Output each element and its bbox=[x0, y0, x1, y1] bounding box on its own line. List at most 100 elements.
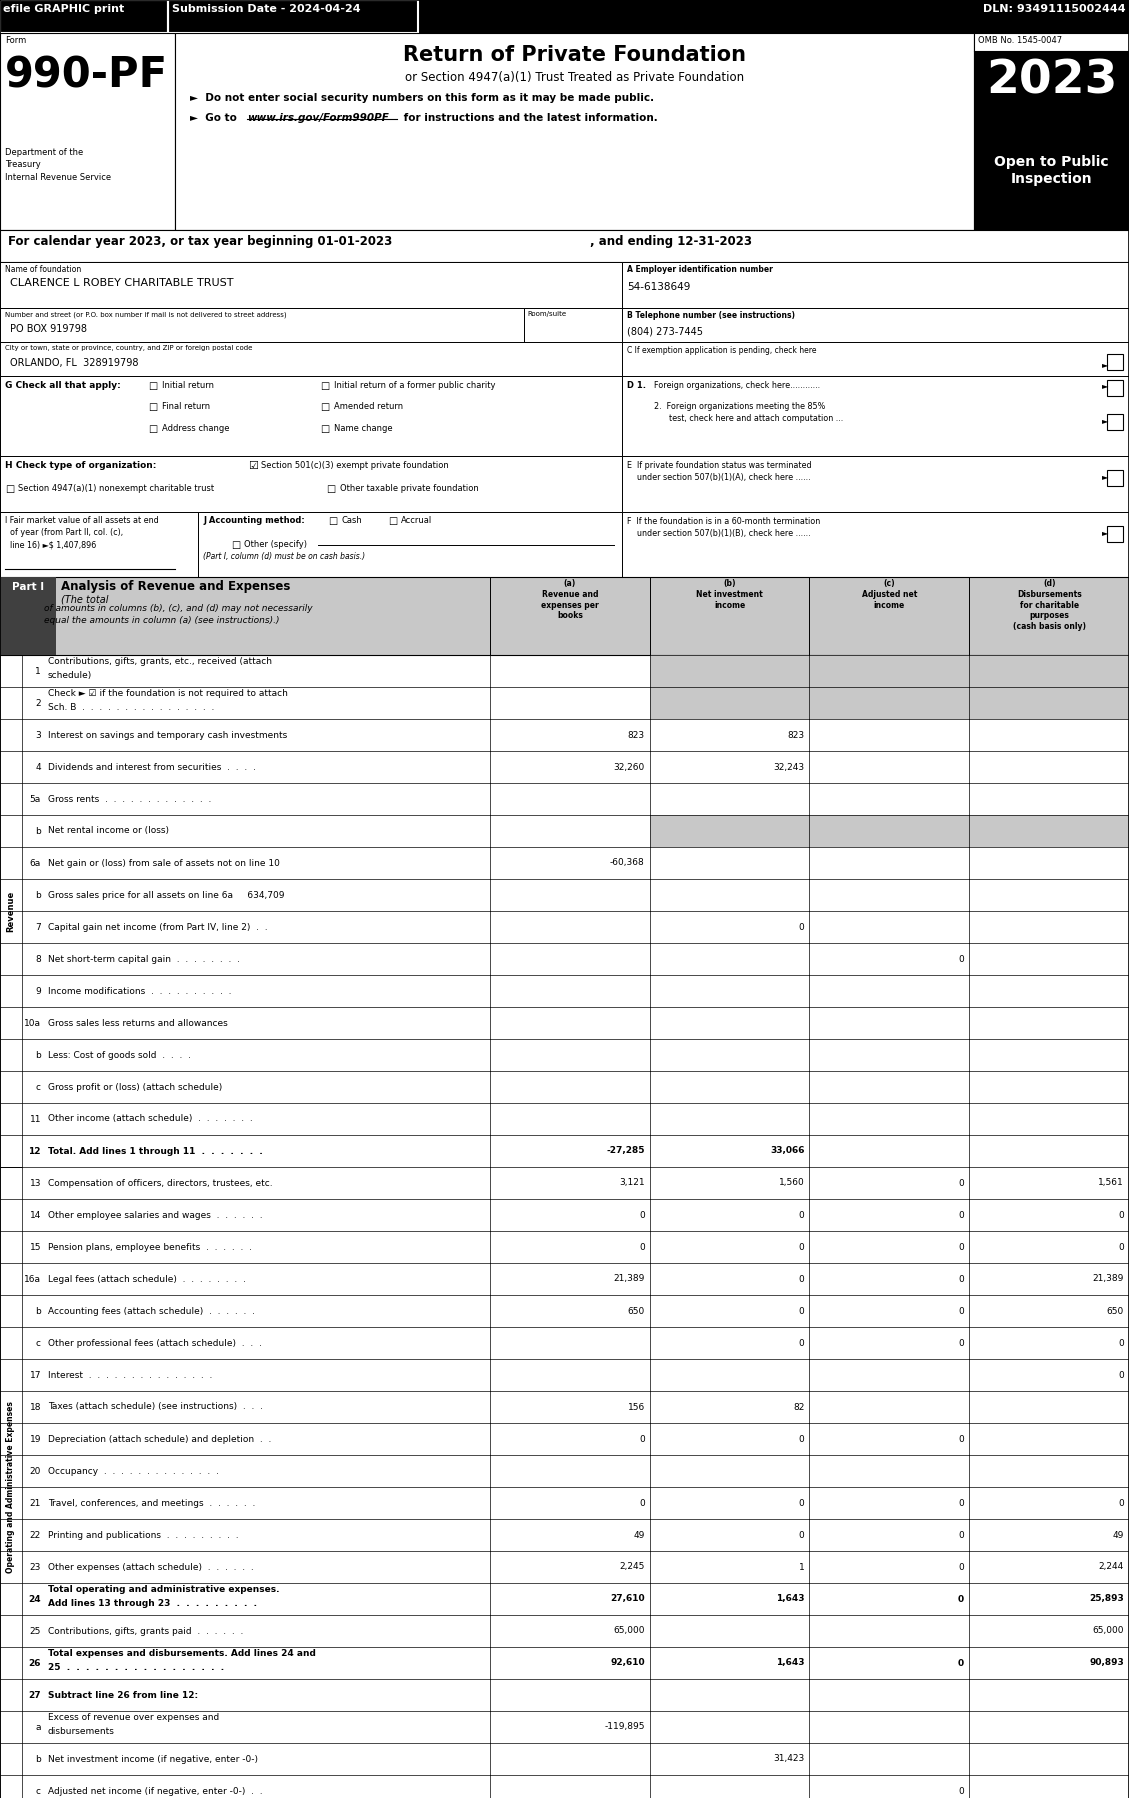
Text: OMB No. 1545-0047: OMB No. 1545-0047 bbox=[978, 36, 1062, 45]
Text: Interest on savings and temporary cash investments: Interest on savings and temporary cash i… bbox=[49, 730, 287, 739]
Text: DLN: 93491115002444: DLN: 93491115002444 bbox=[983, 4, 1126, 14]
Text: 0: 0 bbox=[798, 1338, 805, 1347]
Text: 14: 14 bbox=[29, 1210, 41, 1219]
Text: , and ending 12-31-2023: , and ending 12-31-2023 bbox=[590, 236, 752, 248]
Text: Income modifications  .  .  .  .  .  .  .  .  .  .: Income modifications . . . . . . . . . . bbox=[49, 987, 231, 996]
Text: 0: 0 bbox=[798, 1530, 805, 1539]
Text: 5a: 5a bbox=[29, 795, 41, 804]
Text: Accrual: Accrual bbox=[401, 516, 432, 525]
Text: 3: 3 bbox=[35, 730, 41, 739]
Bar bbox=[974, 32, 1129, 230]
Text: Net gain or (loss) from sale of assets not on line 10: Net gain or (loss) from sale of assets n… bbox=[49, 858, 280, 867]
Text: Contributions, gifts, grants, etc., received (attach: Contributions, gifts, grants, etc., rece… bbox=[49, 656, 272, 665]
Bar bbox=[168, 0, 418, 32]
Text: Accounting fees (attach schedule)  .  .  .  .  .  .: Accounting fees (attach schedule) . . . … bbox=[49, 1307, 255, 1316]
Text: 4: 4 bbox=[35, 762, 41, 771]
Text: Section 501(c)(3) exempt private foundation: Section 501(c)(3) exempt private foundat… bbox=[261, 460, 448, 469]
Text: J Accounting method:: J Accounting method: bbox=[203, 516, 305, 525]
Bar bbox=[622, 512, 1129, 577]
Text: Gross rents  .  .  .  .  .  .  .  .  .  .  .  .  .: Gross rents . . . . . . . . . . . . . bbox=[49, 795, 211, 804]
Text: b: b bbox=[35, 1307, 41, 1316]
Text: 0: 0 bbox=[959, 1562, 964, 1571]
Text: 1,643: 1,643 bbox=[776, 1658, 805, 1667]
Text: Final return: Final return bbox=[161, 403, 210, 412]
Text: 0: 0 bbox=[959, 1338, 964, 1347]
Text: 0: 0 bbox=[639, 1242, 645, 1251]
Text: 12: 12 bbox=[28, 1147, 41, 1156]
Text: 1,560: 1,560 bbox=[779, 1178, 805, 1187]
Text: G Check all that apply:: G Check all that apply: bbox=[5, 381, 121, 390]
Text: 32,260: 32,260 bbox=[613, 762, 645, 771]
Text: -27,285: -27,285 bbox=[606, 1147, 645, 1156]
Text: 2,244: 2,244 bbox=[1099, 1562, 1124, 1571]
Text: 18: 18 bbox=[29, 1402, 41, 1411]
Text: Printing and publications  .  .  .  .  .  .  .  .  .: Printing and publications . . . . . . . … bbox=[49, 1530, 238, 1539]
Text: Total operating and administrative expenses.: Total operating and administrative expen… bbox=[49, 1584, 280, 1593]
Bar bbox=[0, 0, 168, 32]
Bar bbox=[1108, 527, 1123, 541]
Text: Total. Add lines 1 through 11  .  .  .  .  .  .  .: Total. Add lines 1 through 11 . . . . . … bbox=[49, 1147, 263, 1156]
Text: Compensation of officers, directors, trustees, etc.: Compensation of officers, directors, tru… bbox=[49, 1178, 272, 1187]
Text: 0: 0 bbox=[798, 1435, 805, 1444]
Bar bbox=[650, 814, 809, 847]
Text: Adjusted net income (if negative, enter -0-)  .  .: Adjusted net income (if negative, enter … bbox=[49, 1787, 263, 1796]
Text: -60,368: -60,368 bbox=[610, 858, 645, 867]
Text: E  If private foundation status was terminated
    under section 507(b)(1)(A), c: E If private foundation status was termi… bbox=[627, 460, 812, 482]
Bar bbox=[809, 654, 970, 687]
Text: 15: 15 bbox=[29, 1242, 41, 1251]
Text: Other (specify): Other (specify) bbox=[244, 539, 307, 548]
Text: (b)
Net investment
income: (b) Net investment income bbox=[697, 579, 763, 610]
Text: □: □ bbox=[5, 484, 15, 494]
Text: Net short-term capital gain  .  .  .  .  .  .  .  .: Net short-term capital gain . . . . . . … bbox=[49, 955, 240, 964]
Text: 1: 1 bbox=[35, 667, 41, 676]
Text: Section 4947(a)(1) nonexempt charitable trust: Section 4947(a)(1) nonexempt charitable … bbox=[18, 484, 215, 493]
Text: ►: ► bbox=[1102, 415, 1109, 424]
Text: Gross profit or (loss) (attach schedule): Gross profit or (loss) (attach schedule) bbox=[49, 1082, 222, 1091]
Text: Other income (attach schedule)  .  .  .  .  .  .  .: Other income (attach schedule) . . . . .… bbox=[49, 1115, 253, 1124]
Text: 2.  Foreign organizations meeting the 85%
      test, check here and attach comp: 2. Foreign organizations meeting the 85%… bbox=[654, 403, 843, 423]
Text: efile GRAPHIC print: efile GRAPHIC print bbox=[3, 4, 124, 14]
Bar bbox=[524, 307, 622, 342]
Text: For calendar year 2023, or tax year beginning 01-01-2023: For calendar year 2023, or tax year begi… bbox=[8, 236, 392, 248]
Text: 20: 20 bbox=[29, 1467, 41, 1476]
Text: 2023: 2023 bbox=[986, 59, 1118, 104]
Text: 6a: 6a bbox=[29, 858, 41, 867]
Text: CLARENCE L ROBEY CHARITABLE TRUST: CLARENCE L ROBEY CHARITABLE TRUST bbox=[10, 279, 234, 288]
Text: Initial return of a former public charity: Initial return of a former public charit… bbox=[334, 381, 496, 390]
Text: Part I: Part I bbox=[12, 583, 44, 592]
Text: -119,895: -119,895 bbox=[604, 1722, 645, 1731]
Bar bbox=[650, 654, 809, 687]
Text: 0: 0 bbox=[798, 1307, 805, 1316]
Text: 0: 0 bbox=[959, 1530, 964, 1539]
Bar bbox=[970, 687, 1129, 719]
Text: Add lines 13 through 23  .  .  .  .  .  .  .  .  .: Add lines 13 through 23 . . . . . . . . … bbox=[49, 1598, 257, 1607]
Text: H Check type of organization:: H Check type of organization: bbox=[5, 460, 157, 469]
Bar bbox=[0, 457, 622, 512]
Text: 7: 7 bbox=[35, 922, 41, 931]
Bar bbox=[974, 50, 1129, 111]
Text: c: c bbox=[36, 1787, 41, 1796]
Text: Address change: Address change bbox=[161, 424, 229, 433]
Text: □: □ bbox=[320, 381, 330, 390]
Text: 0: 0 bbox=[798, 1210, 805, 1219]
Text: Total expenses and disbursements. Add lines 24 and: Total expenses and disbursements. Add li… bbox=[49, 1649, 316, 1658]
Text: 8: 8 bbox=[35, 955, 41, 964]
Text: 990-PF: 990-PF bbox=[5, 56, 168, 97]
Bar bbox=[0, 230, 1129, 263]
Text: 27: 27 bbox=[28, 1690, 41, 1699]
Text: Contributions, gifts, grants paid  .  .  .  .  .  .: Contributions, gifts, grants paid . . . … bbox=[49, 1627, 244, 1636]
Text: Other expenses (attach schedule)  .  .  .  .  .  .: Other expenses (attach schedule) . . . .… bbox=[49, 1562, 254, 1571]
Text: Occupancy  .  .  .  .  .  .  .  .  .  .  .  .  .  .: Occupancy . . . . . . . . . . . . . . bbox=[49, 1467, 219, 1476]
Bar bbox=[0, 1167, 21, 1798]
Text: Submission Date - 2024-04-24: Submission Date - 2024-04-24 bbox=[172, 4, 360, 14]
Text: 92,610: 92,610 bbox=[610, 1658, 645, 1667]
Text: □: □ bbox=[320, 424, 330, 433]
Text: (804) 273-7445: (804) 273-7445 bbox=[627, 325, 703, 336]
Text: 23: 23 bbox=[29, 1562, 41, 1571]
Text: 0: 0 bbox=[1118, 1338, 1124, 1347]
Text: 13: 13 bbox=[29, 1178, 41, 1187]
Text: □: □ bbox=[320, 403, 330, 412]
Text: □: □ bbox=[329, 516, 338, 527]
Text: 0: 0 bbox=[1118, 1370, 1124, 1379]
Text: □: □ bbox=[148, 403, 157, 412]
